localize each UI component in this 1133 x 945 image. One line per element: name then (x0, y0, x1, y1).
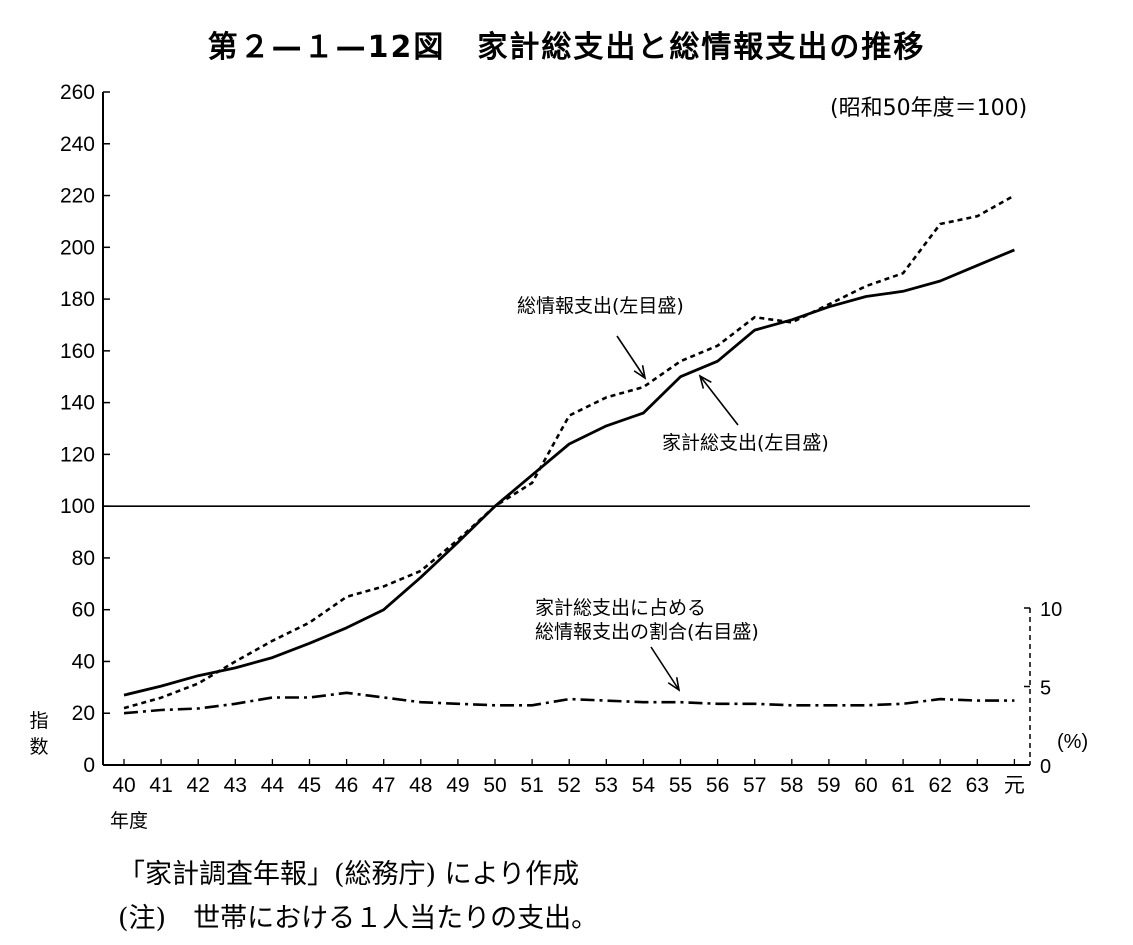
y-tick-label: 180 (60, 288, 95, 311)
x-tick-label: 60 (854, 774, 877, 797)
x-axis-label: 年度 (110, 810, 148, 832)
x-tick-label: 48 (409, 774, 432, 797)
y-axis-label-char: 指 (29, 710, 48, 732)
x-tick-label: 62 (929, 774, 952, 797)
series-line-1 (123, 248, 1015, 697)
label-share-line: 家計総支出に占める (535, 597, 706, 619)
y-tick-label: 120 (60, 443, 95, 466)
x-tick-label: 56 (706, 774, 729, 797)
x-tick-label: 42 (187, 774, 210, 797)
y2-tick-label: 0 (1040, 756, 1051, 778)
arrow-info-expenditure-shaft (616, 335, 646, 379)
chart-title: 第２—１—12図 家計総支出と総情報支出の推移 (207, 30, 926, 65)
y2-tick-label: 10 (1040, 599, 1062, 621)
series-lines (123, 194, 1016, 715)
y-tick-label: 100 (60, 495, 95, 518)
arrow-household-expenditure-head (698, 374, 712, 389)
arrow-info-expenditure-head (633, 365, 647, 380)
x-tick-label: 元 (1004, 774, 1025, 797)
x-tick-label: 59 (817, 774, 840, 797)
annotations: 総情報支出(左目盛) 家計総支出(左目盛) 家計総支出に占める総情報支出の割合(右目… (517, 295, 829, 692)
x-tick-label: 40 (112, 774, 135, 797)
x-tick-label: 46 (335, 774, 358, 797)
label-share-line: 総情報支出の割合(右目盛) (535, 621, 759, 643)
x-tick-label: 47 (372, 774, 395, 797)
y-tick-label: 220 (60, 185, 95, 208)
y-axis-label-char: 数 (29, 736, 48, 758)
series-line-2 (123, 194, 1016, 710)
label-household-expenditure: 家計総支出(左目盛) (662, 432, 829, 454)
source-note: 「家計調査年報」(総務庁) により作成 (118, 859, 580, 890)
y-tick-label: 60 (72, 599, 95, 622)
axes (102, 92, 1031, 766)
arrow-household-expenditure-shaft (699, 375, 739, 426)
y-tick-label: 140 (60, 392, 95, 415)
y2-axis-unit: (%) (1057, 731, 1088, 753)
series-line-3 (123, 691, 1015, 715)
left-axis-ticks: 0 20 40 60 80 100 120 140 160 180 200 220 240 260 指数 (29, 81, 110, 777)
base-year-note: (昭和50年度＝100) (830, 96, 1028, 121)
y-tick-label: 240 (60, 133, 95, 156)
arrow-share-shaft (650, 646, 680, 691)
x-tick-label: 57 (743, 774, 766, 797)
x-tick-label: 41 (149, 774, 172, 797)
x-axis-ticks: 40 41 42 43 44 45 46 47 48 49 50 51 52 53 54 55 56 57 58 59… (110, 759, 1025, 832)
x-tick-label: 58 (780, 774, 803, 797)
right-axis-ticks: 0 5 10 (%) (1024, 599, 1088, 778)
y-tick-label: 200 (60, 236, 95, 259)
y2-tick-label: 5 (1040, 678, 1051, 700)
x-tick-label: 55 (669, 774, 692, 797)
x-tick-label: 52 (558, 774, 581, 797)
x-tick-label: 45 (298, 774, 321, 797)
y-tick-label: 80 (72, 547, 95, 570)
x-tick-label: 44 (261, 774, 285, 797)
x-tick-label: 54 (632, 774, 656, 797)
y-tick-label: 20 (72, 702, 95, 725)
label-info-expenditure: 総情報支出(左目盛) (517, 295, 684, 317)
y-tick-label: 160 (60, 340, 95, 363)
x-tick-label: 53 (595, 774, 618, 797)
arrow-share-head (667, 677, 681, 692)
x-tick-label: 63 (966, 774, 989, 797)
x-tick-label: 50 (483, 774, 506, 797)
y-tick-label: 0 (83, 754, 95, 777)
x-tick-label: 51 (520, 774, 543, 797)
y-tick-label: 40 (72, 650, 95, 673)
footnote: (注) 世帯における１人当たりの支出。 (118, 903, 599, 934)
x-tick-label: 49 (446, 774, 469, 797)
x-tick-label: 61 (891, 774, 914, 797)
y-tick-label: 260 (60, 81, 95, 104)
x-tick-label: 43 (224, 774, 247, 797)
